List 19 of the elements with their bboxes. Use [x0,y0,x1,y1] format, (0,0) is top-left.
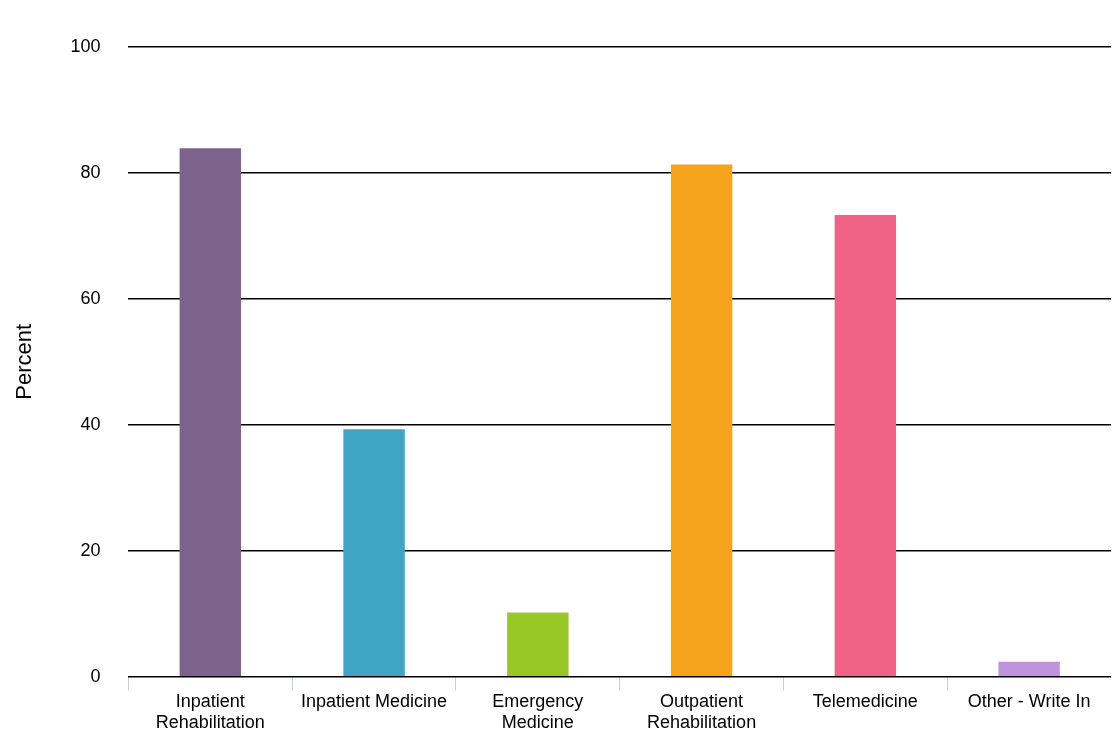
x-tick-label: Inpatient Medicine [301,690,448,711]
x-tick-label: Outpatient Rehabilitation [647,690,757,733]
x-tick-label: Other - Write In [967,690,1091,711]
y-tick-label: 40 [80,413,101,434]
bar [670,164,733,677]
x-tick-label: Telemedicine [812,690,918,711]
y-tick-label: 0 [90,665,101,686]
bar [179,148,242,677]
y-axis-title: Percent [11,323,37,400]
x-tick-label: Emergency Medicine [492,690,584,733]
x-tick-label: Inpatient Rehabilitation [155,690,265,733]
y-tick-label: 60 [80,287,101,308]
bar [834,215,897,677]
bar [343,429,405,677]
bar [998,661,1060,677]
y-tick-label: 100 [70,35,101,56]
y-tick-label: 20 [80,539,101,560]
y-tick-label: 80 [80,161,101,182]
bar [507,612,569,677]
